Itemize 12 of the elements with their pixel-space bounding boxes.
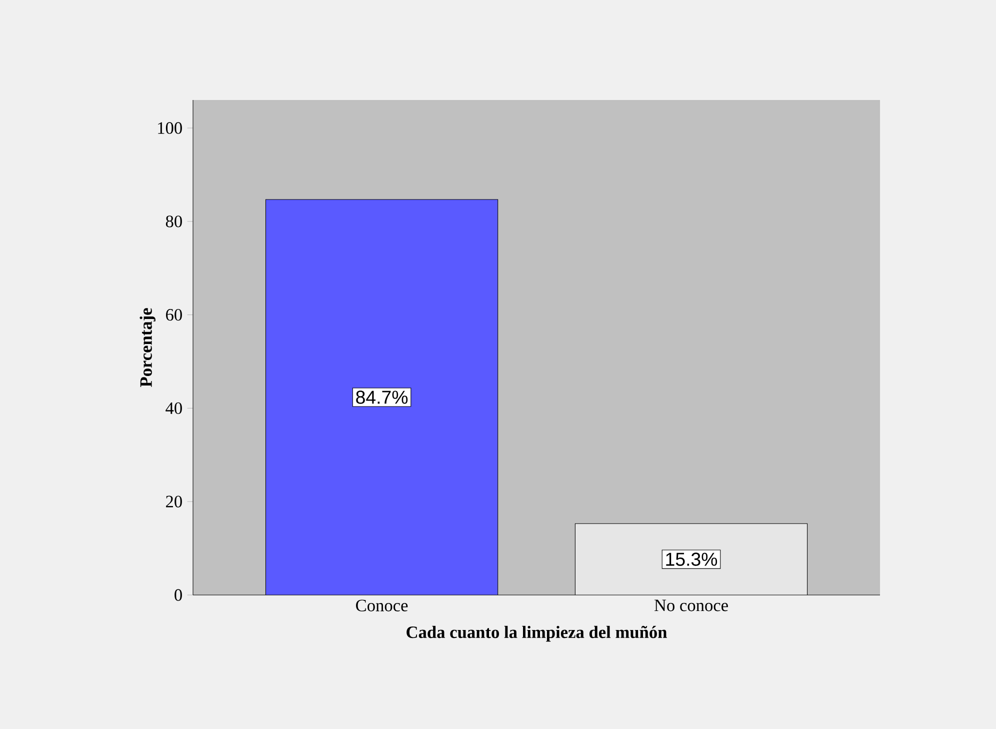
x-axis-title: Cada cuanto la limpieza del muñón <box>406 626 667 642</box>
y-tick-label: 80 <box>166 216 182 228</box>
y-tick-label: 0 <box>174 589 182 601</box>
data-label: 84.7% <box>356 390 408 404</box>
y-tick-label: 20 <box>166 496 182 508</box>
x-tick-label: Conoce <box>356 600 408 612</box>
y-tick-label: 40 <box>166 402 182 414</box>
data-label: 15.3% <box>666 552 718 566</box>
x-tick-label: No conoce <box>654 600 728 612</box>
y-tick-label: 100 <box>158 122 182 134</box>
y-axis-title: Porcentaje <box>140 308 156 387</box>
y-tick-label: 60 <box>166 308 182 321</box>
